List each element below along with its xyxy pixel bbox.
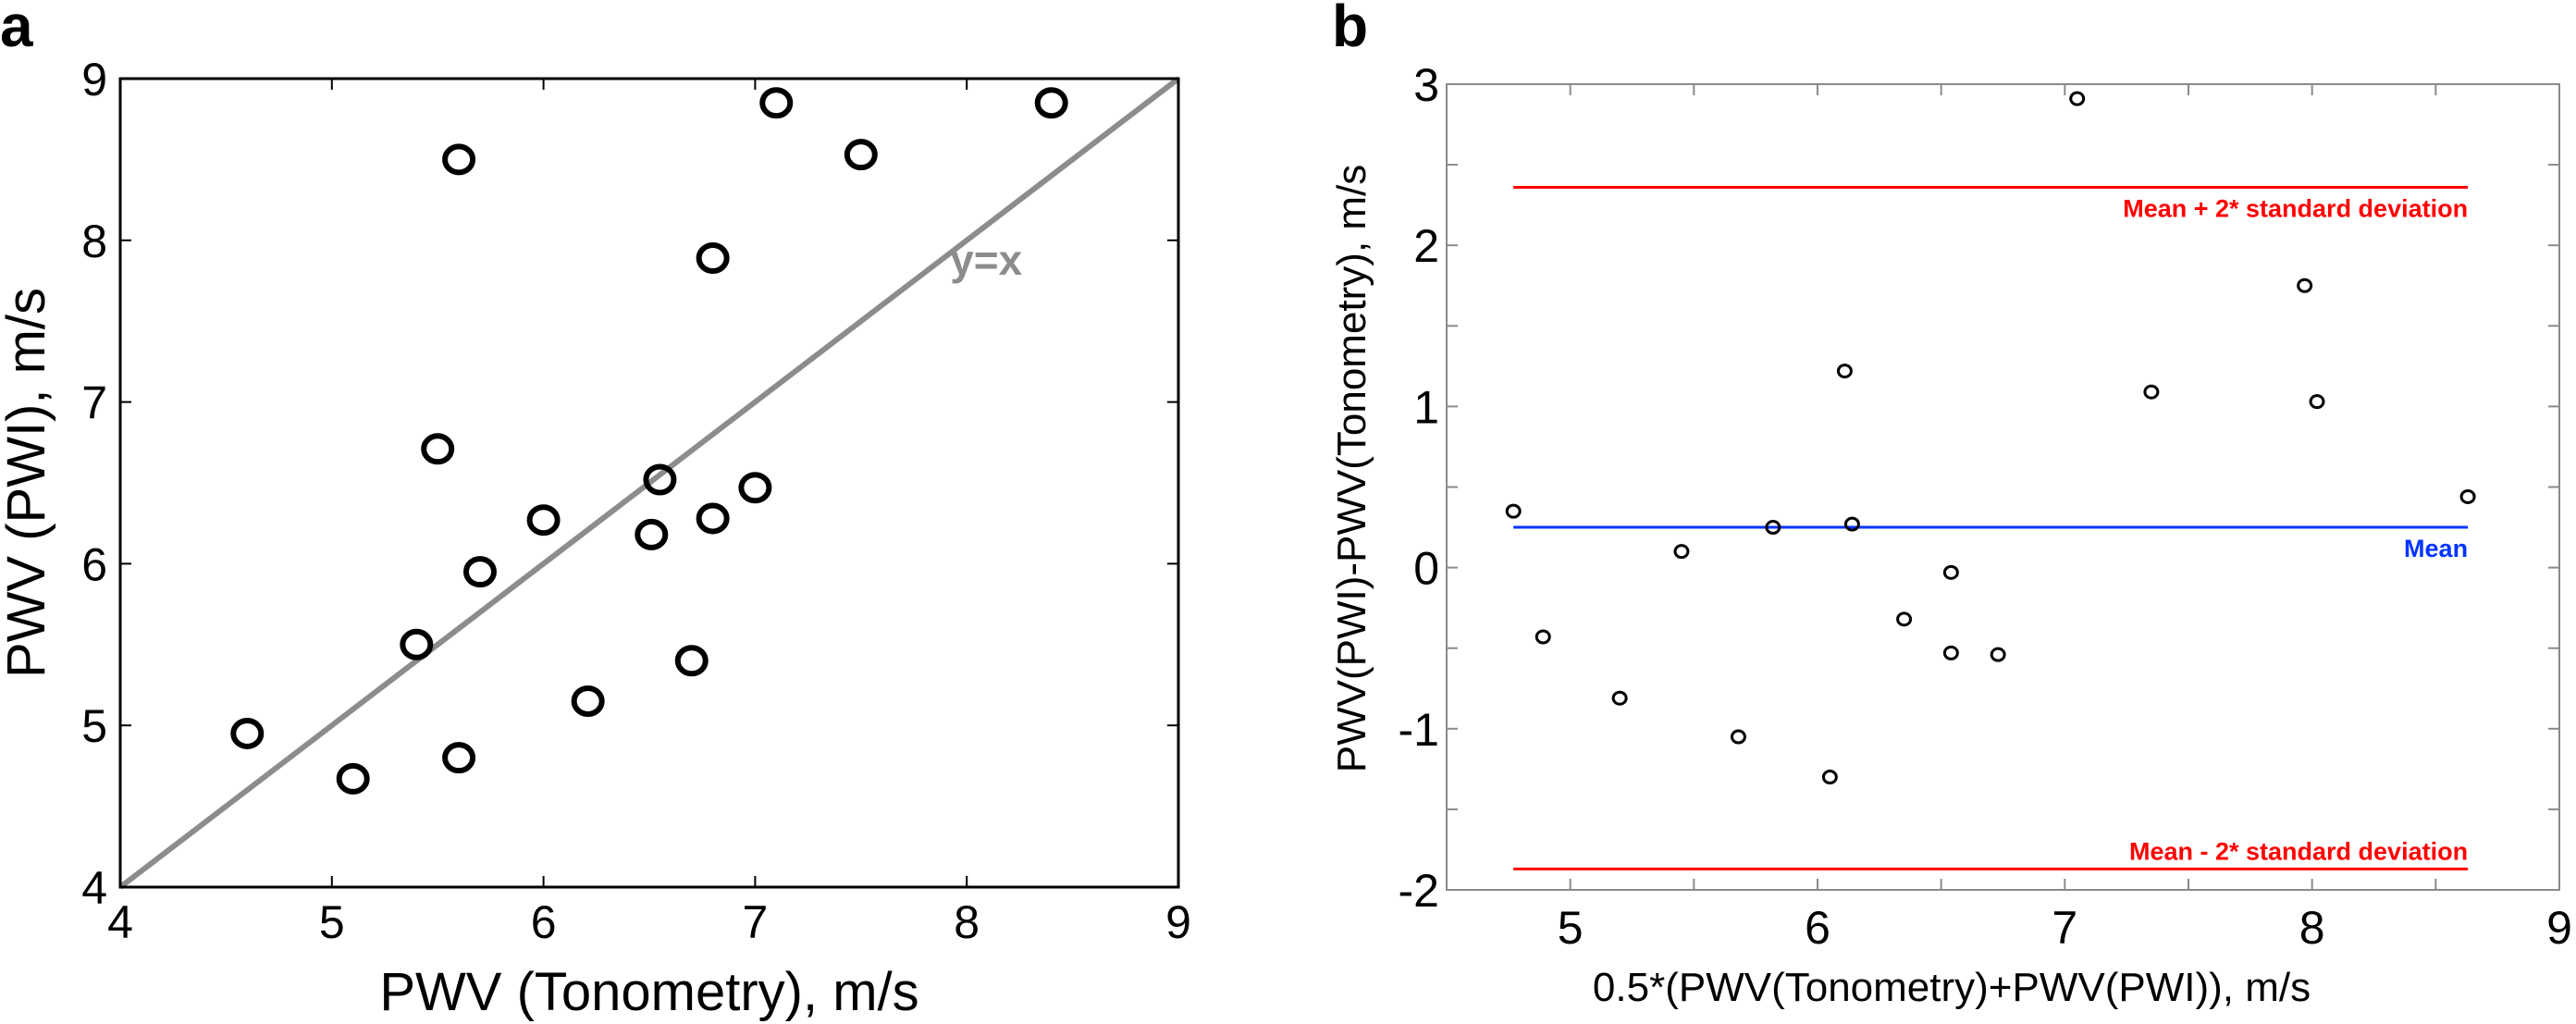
data-point-a-5: [442, 742, 476, 774]
panel-a-ticks: [120, 79, 1178, 887]
data-point-b-14: [2143, 384, 2160, 400]
data-point-b-16: [2309, 394, 2325, 410]
panel-b-tick-labels: 5 6 7 8 9 -2 -1 0 1 2 3: [1399, 59, 2572, 954]
identity-line-label: y=x: [950, 236, 1022, 284]
panel-a-tick-labels: 4 5 6 7 8 9 4 5 6 7 8 9: [81, 54, 1191, 948]
panel-b-letter: b: [1332, 0, 1368, 59]
panel-b-points: [1505, 91, 2476, 785]
data-point-b-5: [1765, 520, 1781, 536]
data-point-a-10: [643, 463, 677, 496]
panel-a-scatter: a 4 5 6 7 8 9 4 5 6 7 8 9 PWV (Tonometry), m/s PWV …: [0, 0, 1191, 1022]
reference-line-label-1: Mean: [2404, 535, 2468, 562]
panel-a-points: [230, 87, 1068, 795]
data-point-b-0: [1505, 503, 1522, 519]
y-tick-label-a-5: 9: [81, 54, 107, 105]
x-tick-label-a-0: 4: [107, 896, 133, 948]
data-point-b-17: [2459, 488, 2476, 504]
y-tick-label-b-5: 3: [1413, 59, 1439, 111]
data-point-b-13: [2069, 91, 2086, 106]
data-point-a-9: [635, 518, 669, 550]
y-tick-label-a-0: 4: [81, 862, 107, 914]
data-point-a-6: [462, 556, 497, 588]
panel-b-reference-line-labels: Mean + 2* standard deviation Mean Mean - 2…: [2123, 194, 2468, 865]
data-point-b-7: [1836, 364, 1853, 379]
x-tick-label-b-4: 9: [2546, 902, 2572, 954]
y-tick-label-b-4: 2: [1413, 220, 1439, 272]
data-point-a-11: [674, 645, 709, 677]
data-point-a-13: [696, 502, 730, 535]
x-tick-label-a-1: 5: [319, 896, 345, 948]
y-tick-label-a-3: 7: [81, 377, 107, 429]
data-point-b-8: [1843, 516, 1860, 532]
data-point-b-10: [1942, 564, 1959, 580]
y-tick-label-b-0: -2: [1399, 865, 1439, 917]
data-point-a-17: [1034, 87, 1068, 119]
x-tick-label-b-0: 5: [1558, 902, 1584, 954]
data-point-b-12: [1990, 647, 2006, 662]
x-tick-label-b-2: 7: [2052, 902, 2077, 954]
data-point-b-15: [2297, 278, 2313, 293]
x-tick-label-a-4: 8: [954, 896, 980, 948]
data-point-a-15: [759, 87, 794, 119]
y-tick-label-a-4: 8: [81, 216, 107, 267]
data-point-b-3: [1673, 544, 1690, 560]
data-point-a-16: [844, 139, 878, 171]
panel-b-ticks: [1447, 84, 2559, 890]
x-tick-label-a-3: 7: [742, 896, 768, 948]
y-tick-label-b-3: 1: [1413, 381, 1439, 433]
panel-b-x-axis-label: 0.5*(PWV(Tonometry)+PWV(PWI)), m/s: [1593, 965, 2311, 1010]
data-point-b-2: [1611, 690, 1628, 706]
reference-line-label-0: Mean + 2* standard deviation: [2123, 194, 2468, 222]
reference-line-label-2: Mean - 2* standard deviation: [2129, 837, 2468, 865]
panel-b-y-axis-label: PWV(PWI)-PWV(Tonometry), m/s: [1329, 165, 1374, 773]
data-point-a-2: [400, 628, 434, 660]
data-point-a-0: [230, 717, 265, 749]
data-point-b-11: [1942, 645, 1959, 660]
data-point-b-4: [1730, 729, 1746, 745]
data-point-b-9: [1896, 611, 1913, 627]
data-point-a-12: [696, 242, 730, 275]
data-point-a-14: [738, 472, 772, 504]
data-point-a-8: [571, 685, 605, 717]
x-tick-label-a-5: 9: [1165, 896, 1191, 948]
panel-a-y-axis-label: PWV (PWI), m/s: [0, 288, 56, 678]
data-point-a-4: [442, 143, 476, 176]
data-point-a-3: [421, 433, 455, 465]
y-tick-label-a-2: 6: [81, 538, 107, 590]
x-tick-label-b-1: 6: [1805, 902, 1830, 954]
y-tick-label-b-2: 0: [1413, 543, 1439, 595]
panel-a-plot-frame: [118, 77, 1180, 889]
panel-a-letter: a: [0, 0, 33, 59]
panel-a-x-axis-label: PWV (Tonometry), m/s: [379, 962, 918, 1022]
panel-b-reference-lines: [1513, 185, 2469, 870]
x-tick-label-b-3: 8: [2299, 902, 2325, 954]
y-tick-label-b-1: -1: [1399, 704, 1439, 756]
panel-b-bland-altman: b 5 6 7 8 9 -2 -1 0 1 2 3 Mean + 2* standard devia…: [1329, 0, 2572, 1010]
x-tick-label-a-2: 6: [531, 896, 557, 948]
data-point-b-6: [1821, 770, 1838, 785]
data-point-a-7: [526, 504, 561, 537]
data-point-b-1: [1535, 629, 1551, 645]
y-tick-label-a-1: 5: [81, 700, 107, 752]
data-point-a-1: [336, 762, 370, 795]
